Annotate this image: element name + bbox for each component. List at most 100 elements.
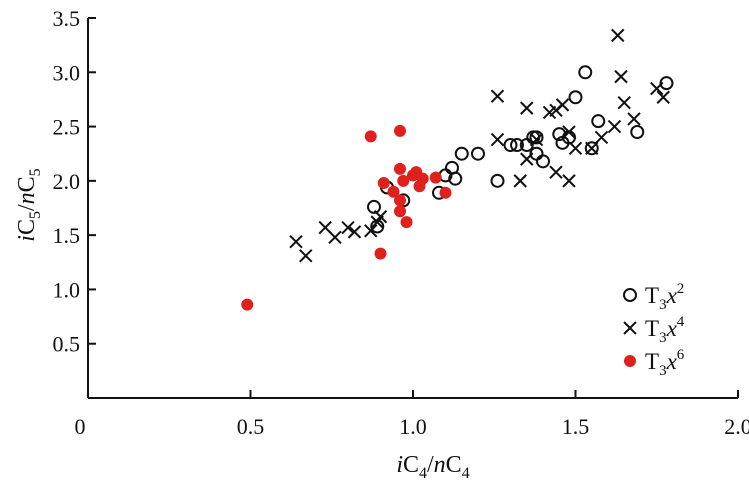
- x-tick-label: 0.5: [237, 414, 265, 439]
- cross-point: [617, 95, 631, 110]
- cross-point: [555, 98, 570, 112]
- circle-point: [659, 76, 674, 91]
- dot-point: [394, 124, 406, 137]
- axes: [87, 18, 738, 399]
- cross-point: [585, 141, 599, 155]
- cross-point: [627, 112, 641, 126]
- dot-point: [364, 130, 377, 143]
- dot-point: [377, 177, 390, 190]
- legend-entry-cross: T3x4: [623, 314, 685, 346]
- y-tick-label: 0.5: [53, 332, 81, 357]
- cross-point: [607, 119, 622, 134]
- circle-point: [584, 141, 599, 156]
- dot-point: [394, 205, 406, 218]
- y-label-sub2: 5: [27, 168, 44, 176]
- y-tick-label: 3.5: [53, 6, 81, 31]
- legend-dot-var: x: [666, 349, 678, 374]
- cross-point: [549, 165, 563, 179]
- dot-point: [394, 194, 406, 207]
- dot-point: [439, 186, 452, 199]
- x-tick-labels: 0 0.5 1.0 1.5 2.0: [75, 414, 749, 439]
- series-cross-points: [289, 28, 670, 263]
- legend-dot-sub: 3: [659, 363, 667, 379]
- cross-point: [594, 130, 609, 145]
- series-circle-points: [367, 65, 674, 234]
- x-tick-label: 2.0: [724, 414, 749, 439]
- legend-circle-var: x: [666, 283, 678, 308]
- legend-entry-dot: T3x6: [624, 347, 685, 379]
- x-label-i: i: [396, 452, 403, 478]
- cross-point: [562, 174, 576, 188]
- legend-cross-var: x: [666, 316, 678, 341]
- y-tick-label: 2.5: [53, 115, 81, 140]
- cross-point: [373, 209, 388, 224]
- cross-point: [341, 220, 355, 235]
- circle-point: [552, 127, 567, 142]
- x-ticks: [249, 390, 739, 398]
- legend-dot-marker: [624, 355, 636, 367]
- y-ticks: [88, 17, 96, 345]
- legend-dot-sup: 6: [677, 347, 685, 363]
- circle-point: [591, 114, 606, 129]
- legend-dot-label: T3x6: [645, 347, 685, 379]
- cross-point: [347, 225, 362, 239]
- cross-point: [656, 90, 670, 104]
- x-tick-label: 1.0: [399, 414, 427, 439]
- y-label-slash: /: [14, 204, 40, 211]
- circle-point: [471, 146, 485, 161]
- cross-point: [529, 132, 544, 147]
- cross-point: [299, 249, 313, 263]
- cross-point: [520, 101, 534, 115]
- cross-point: [490, 132, 505, 147]
- circle-point: [448, 171, 463, 186]
- x-axis-label: iC4/nC4: [396, 452, 469, 482]
- x-label-c2: C: [446, 452, 462, 478]
- x-label-slash: /: [427, 452, 434, 478]
- y-tick-label: 1.5: [53, 223, 81, 248]
- y-tick-label: 3.0: [53, 60, 81, 85]
- legend-dot-base: T: [645, 349, 659, 374]
- legend-entry-circle: T3x2: [623, 281, 684, 313]
- dot-point: [394, 162, 406, 175]
- circle-point: [454, 146, 469, 161]
- circle-point: [503, 138, 518, 153]
- y-label-c1: C: [14, 219, 40, 235]
- cross-point: [650, 81, 664, 96]
- circle-point: [510, 138, 524, 153]
- legend-circle-base: T: [645, 283, 659, 308]
- cross-point: [611, 28, 625, 43]
- legend-cross-marker: [623, 321, 637, 335]
- dot-point: [387, 185, 400, 198]
- legend-circle-marker: [623, 288, 637, 302]
- x-label-sub1: 4: [419, 465, 427, 482]
- dot-point: [374, 247, 387, 260]
- circle-point: [490, 173, 505, 188]
- cross-point: [289, 234, 303, 249]
- dot-point: [397, 174, 410, 187]
- cross-point: [562, 125, 576, 139]
- legend-cross-base: T: [645, 316, 659, 341]
- legend-cross-label: T3x4: [645, 314, 685, 346]
- dot-point: [416, 172, 429, 185]
- y-label-c2: C: [14, 176, 40, 192]
- cross-point: [328, 230, 342, 245]
- x-label-c1: C: [403, 452, 419, 478]
- cross-point: [568, 141, 583, 155]
- legend-circle-sub: 3: [659, 297, 667, 313]
- circle-point: [367, 199, 381, 214]
- cross-point: [364, 224, 378, 238]
- circle-point: [529, 130, 544, 145]
- x-tick-label: 1.5: [562, 414, 590, 439]
- legend-circle-label: T3x2: [645, 281, 684, 313]
- dot-point: [429, 171, 442, 184]
- y-label-i: i: [14, 235, 40, 242]
- y-tick-label: 2.0: [53, 169, 81, 194]
- y-tick-labels: 0.5 1.0 1.5 2.0 2.5 3.0 3.5: [53, 6, 81, 357]
- x-tick-label: 0: [75, 414, 86, 439]
- legend-circle-sup: 2: [677, 281, 685, 297]
- y-tick-label: 1.0: [53, 277, 81, 302]
- legend-cross-sub: 3: [659, 330, 667, 346]
- cross-point: [520, 152, 534, 166]
- circle-point: [578, 65, 593, 80]
